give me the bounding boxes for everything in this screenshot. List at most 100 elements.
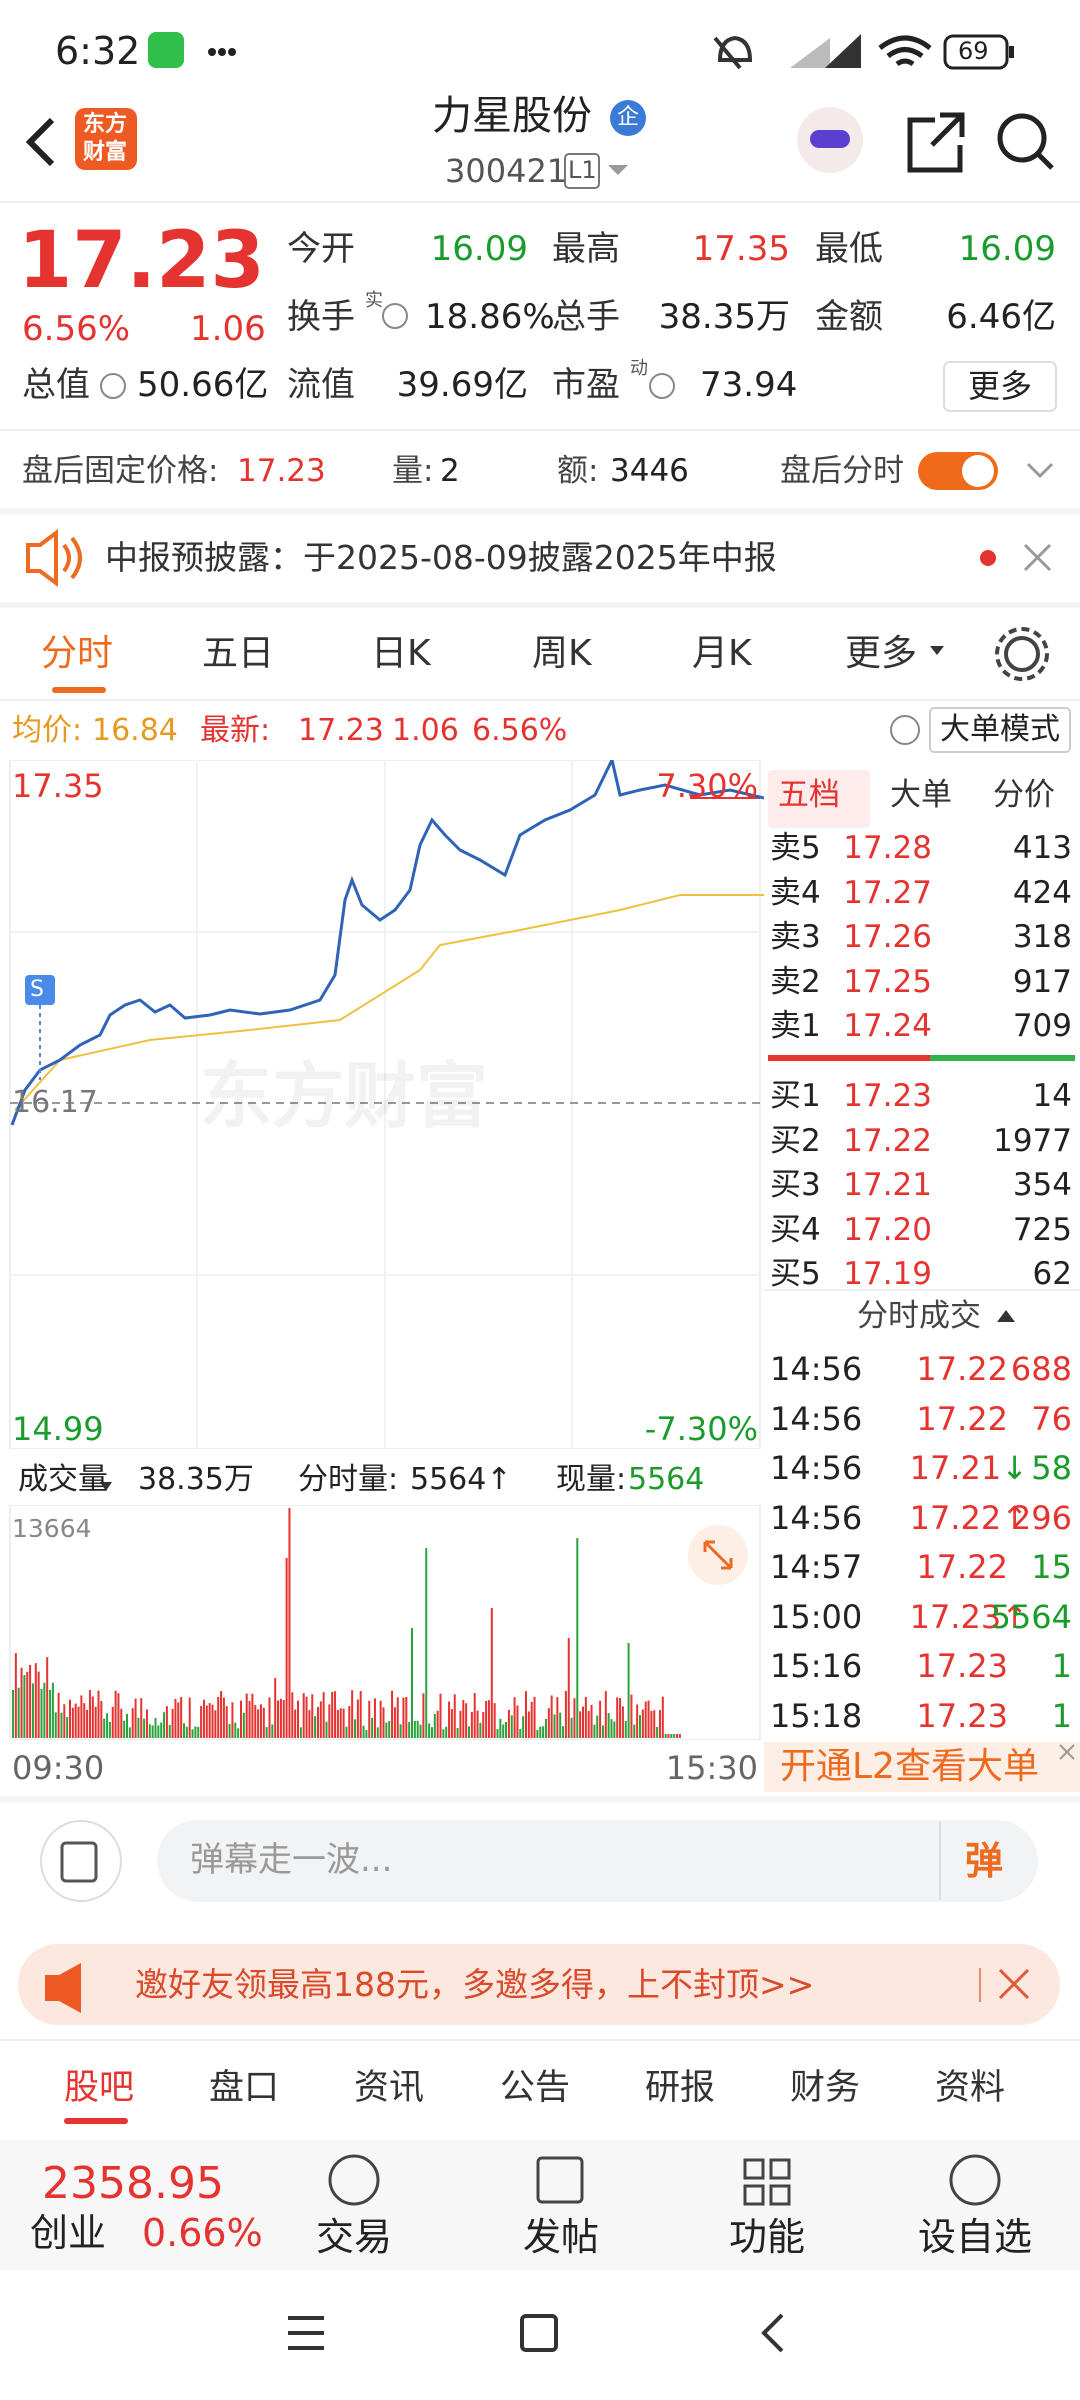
volume-bar <box>584 1696 587 1738</box>
book-tab[interactable]: 分价 <box>993 777 1055 813</box>
volume-bar <box>148 1724 151 1738</box>
volume-bar <box>576 1538 579 1738</box>
volume-bar <box>37 1671 40 1738</box>
volume-bar <box>123 1720 126 1738</box>
volume-bar <box>254 1705 257 1738</box>
book-price: 17.25 <box>843 963 932 1000</box>
volume-bar <box>165 1706 168 1738</box>
book-volume: 14 <box>1032 1078 1072 1114</box>
tab[interactable]: 五日 <box>202 633 275 674</box>
volume-bar <box>211 1704 214 1738</box>
volume-bar <box>607 1713 610 1738</box>
section-tab[interactable]: 盘口 <box>209 2068 280 2108</box>
volume-bar <box>336 1709 339 1738</box>
trade-price: 17.22 <box>916 1399 1008 1438</box>
volume-bar <box>411 1628 413 1738</box>
volume-bar <box>143 1718 146 1738</box>
section-tab[interactable]: 研报 <box>645 2068 716 2108</box>
value: 6.56% <box>472 713 568 748</box>
volume-bar <box>63 1704 66 1738</box>
l2-link[interactable]: 开通L2查看大单 <box>780 1746 1039 1787</box>
field-label: 今开 <box>287 229 355 269</box>
nav-item[interactable]: 交易 <box>315 2215 393 2259</box>
more-button[interactable]: 更多 <box>968 367 1033 405</box>
volume-bar <box>23 1675 26 1738</box>
comment-button[interactable]: 弹 <box>965 1839 1004 1883</box>
volume-bar <box>108 1721 111 1738</box>
volume-bar <box>257 1709 260 1738</box>
volume-bar <box>71 1707 74 1738</box>
volume-bar <box>542 1726 545 1738</box>
volume-bar <box>225 1706 228 1738</box>
volume-bar <box>120 1708 123 1738</box>
trade-arrow: ↓ <box>1001 1449 1028 1487</box>
field-label: 最高 <box>552 229 620 269</box>
volume-bar <box>177 1702 180 1738</box>
volume-bar <box>556 1697 559 1738</box>
volume-bar <box>351 1690 354 1738</box>
tab[interactable]: 更多 <box>845 633 918 674</box>
nav-item[interactable]: 发帖 <box>522 2215 600 2259</box>
tab[interactable]: 日K <box>371 633 431 674</box>
change-pct: 6.56% <box>22 309 131 349</box>
volume-bar <box>265 1727 268 1738</box>
volume-bar <box>496 1729 499 1738</box>
section-tab[interactable]: 股吧 <box>64 2068 135 2108</box>
section-tab[interactable]: 财务 <box>790 2068 861 2108</box>
book-label: 卖1 <box>770 1008 821 1044</box>
trade-volume: 296 <box>1010 1498 1072 1537</box>
tab[interactable]: 周K <box>532 633 592 674</box>
volume-bar <box>180 1696 183 1738</box>
level-badge: L1 <box>568 156 597 184</box>
volume-bar <box>74 1703 77 1738</box>
trade-price: 17.22 <box>916 1548 1008 1586</box>
volume-bar <box>279 1698 282 1738</box>
book-price: 17.19 <box>843 1256 932 1292</box>
volume-bar <box>51 1682 54 1738</box>
value: 2 <box>440 453 460 489</box>
axis-label: 14.99 <box>12 1410 104 1448</box>
volume-bar <box>405 1697 408 1738</box>
section-tab[interactable]: 公告 <box>500 2068 571 2108</box>
value: 17.23 <box>298 713 384 748</box>
trade-time: 14:57 <box>770 1548 863 1586</box>
nav-item[interactable]: 设自选 <box>917 2215 1033 2259</box>
trade-arrow: ↑ <box>1001 1498 1028 1537</box>
book-label: 卖4 <box>770 874 821 911</box>
volume-bar <box>613 1721 616 1738</box>
volume-bar <box>550 1695 553 1738</box>
volume-bar <box>564 1691 567 1738</box>
volume-bar <box>319 1701 322 1738</box>
book-tab[interactable]: 大单 <box>890 777 952 813</box>
volume-bar <box>54 1712 57 1738</box>
section-tab[interactable]: 资讯 <box>354 2068 425 2108</box>
toggle-label: 盘后分时 <box>780 453 904 489</box>
book-volume: 413 <box>1012 830 1072 866</box>
axis-label: 7.30% <box>656 767 758 805</box>
value: 5564↑ <box>410 1462 512 1497</box>
volume-bar <box>91 1696 94 1738</box>
volume-bar <box>513 1697 516 1738</box>
volume-bar <box>547 1708 550 1738</box>
tab[interactable]: 分时 <box>41 633 114 674</box>
volume-bar <box>678 1734 681 1738</box>
volume-bar <box>627 1643 630 1738</box>
book-label: 买1 <box>770 1078 821 1114</box>
volume-bar <box>567 1638 570 1738</box>
volume-bar <box>616 1697 619 1738</box>
volume-bar <box>106 1713 109 1738</box>
volume-bar <box>220 1691 223 1738</box>
stock-title: 力星股份 <box>432 93 592 139</box>
banner-text[interactable]: 邀好友领最高188元，多邀多得，上不封顶>> <box>135 1965 815 2004</box>
comment-input[interactable]: 弹幕走一波... <box>190 1840 393 1880</box>
nav-item[interactable]: 功能 <box>728 2215 806 2259</box>
volume-bar <box>342 1708 345 1738</box>
volume-bar <box>214 1710 217 1738</box>
book-volume: 725 <box>1012 1211 1072 1248</box>
volume-bar <box>117 1693 120 1738</box>
book-tab[interactable]: 五档 <box>778 777 840 813</box>
tab[interactable]: 月K <box>692 633 752 674</box>
volume-bar <box>621 1706 624 1738</box>
mode-button[interactable]: 大单模式 <box>940 712 1060 747</box>
section-tab[interactable]: 资料 <box>935 2068 1006 2108</box>
